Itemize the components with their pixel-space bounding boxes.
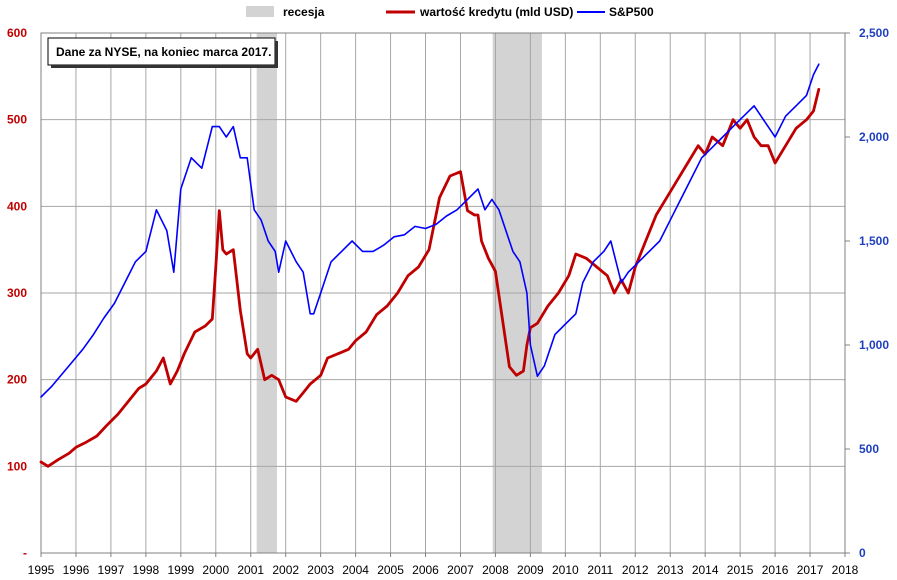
x-tick-label-2013: 2013 <box>657 563 684 577</box>
x-tick-label-2016: 2016 <box>762 563 789 577</box>
left-tick-label-500: 500 <box>7 113 27 127</box>
legend-item-sp500: S&P500 <box>577 5 654 19</box>
right-axis: 0 500 1,000 1,500 2,000 2,500 <box>845 26 889 560</box>
x-tick-label-2007: 2007 <box>447 563 474 577</box>
x-tick-label-1996: 1996 <box>63 563 90 577</box>
x-tick-label-2012: 2012 <box>622 563 649 577</box>
legend-item-credit: wartość kredytu (mld USD) <box>386 5 573 19</box>
x-axis: 1995 1996 1997 1998 1999 2000 2001 2002 2003 2004… <box>28 553 859 577</box>
gridlines <box>41 33 845 553</box>
legend-swatch-recession <box>246 6 274 17</box>
x-tick-label-2008: 2008 <box>482 563 509 577</box>
x-tick-label-2003: 2003 <box>307 563 334 577</box>
x-tick-label-2005: 2005 <box>377 563 404 577</box>
left-axis: - 100 200 300 400 500 600 <box>7 26 27 560</box>
annotation-shadow-right <box>275 41 278 68</box>
left-tick-label-100: 100 <box>7 459 27 473</box>
left-tick-label-600: 600 <box>7 26 27 40</box>
right-tick-label-0: 0 <box>859 546 866 560</box>
legend: recesja wartość kredytu (mld USD) S&P500 <box>246 5 654 19</box>
credit-line <box>39 87 821 468</box>
left-tick-label-400: 400 <box>7 199 27 213</box>
x-tick-label-2009: 2009 <box>517 563 544 577</box>
series-lines <box>39 63 821 468</box>
x-tick-label-2014: 2014 <box>692 563 719 577</box>
annotation-frame <box>47 37 276 66</box>
left-tick-label-0: - <box>23 546 27 560</box>
x-tick-label-1999: 1999 <box>167 563 194 577</box>
x-tick-label-2011: 2011 <box>587 563 613 577</box>
annotation-box: Dane za NYSE, na koniec marca 2017. <box>47 37 278 68</box>
x-tick-label-2010: 2010 <box>552 563 579 577</box>
right-tick-label-1500: 1,500 <box>859 234 889 248</box>
annotation-shadow-bottom <box>51 65 278 68</box>
x-tick-label-1995: 1995 <box>28 563 55 577</box>
x-tick-label-2004: 2004 <box>342 563 369 577</box>
x-tick-label-2001: 2001 <box>237 563 264 577</box>
left-tick-label-200: 200 <box>7 373 27 387</box>
right-tick-label-500: 500 <box>859 442 879 456</box>
x-tick-label-2018: 2018 <box>832 563 859 577</box>
x-tick-label-2002: 2002 <box>272 563 299 577</box>
plot-frame <box>40 32 846 554</box>
x-tick-label-2000: 2000 <box>202 563 229 577</box>
right-tick-label-1000: 1,000 <box>859 338 889 352</box>
x-tick-label-1998: 1998 <box>133 563 160 577</box>
legend-label-sp500: S&P500 <box>609 5 654 19</box>
legend-label-credit: wartość kredytu (mld USD) <box>419 5 573 19</box>
left-tick-label-300: 300 <box>7 286 27 300</box>
x-tick-label-2015: 2015 <box>727 563 754 577</box>
x-tick-label-2017: 2017 <box>797 563 824 577</box>
legend-label-recession: recesja <box>283 5 325 19</box>
x-tick-label-2006: 2006 <box>412 563 439 577</box>
annotation-text: Dane za NYSE, na koniec marca 2017. <box>56 45 271 59</box>
legend-item-recession: recesja <box>246 5 325 19</box>
x-tick-label-1997: 1997 <box>98 563 125 577</box>
right-tick-label-2000: 2,000 <box>859 130 889 144</box>
right-tick-label-2500: 2,500 <box>859 26 889 40</box>
sp500-line <box>40 63 820 398</box>
